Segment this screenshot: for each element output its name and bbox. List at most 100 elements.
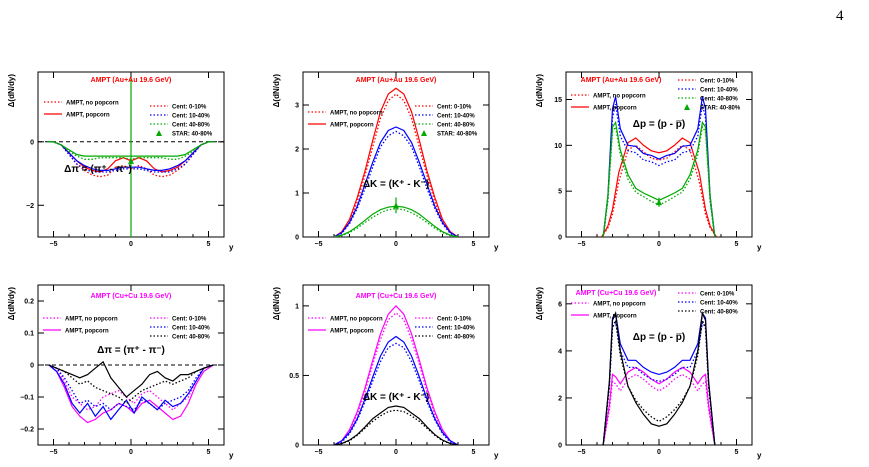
- panel-annotation: Δp = (p - p̅): [633, 332, 685, 343]
- x-tick-label: −5: [50, 449, 58, 456]
- legend-model-1: AMPT, no popcorn: [330, 111, 383, 117]
- y-tick-label: 10: [554, 143, 562, 150]
- x-axis-label: y: [494, 451, 499, 460]
- legend-cent-1: Cent: 0-10%: [700, 79, 735, 85]
- legend-swatch-star: [684, 104, 690, 110]
- y-tick-label: 2: [295, 147, 299, 154]
- y-tick-label: −0.1: [20, 395, 34, 402]
- page-number: 4: [836, 8, 844, 24]
- legend-model-2: AMPT, popcorn: [593, 314, 637, 320]
- series-cent-40-80: [48, 364, 214, 405]
- panel-annotation: Δπ = (π⁺ - π⁻): [64, 164, 132, 175]
- legend-model-2: AMPT, popcorn: [593, 106, 637, 112]
- x-tick-label: 0: [129, 241, 133, 248]
- legend-model-2: AMPT, popcorn: [330, 329, 374, 335]
- legend-cent-3: Cent: 40-80%: [172, 123, 210, 129]
- y-axis-label: Δ(dN/dy): [7, 74, 16, 108]
- x-tick-label: 5: [472, 449, 476, 456]
- legend-model-2: AMPT, popcorn: [330, 123, 374, 129]
- panel-annotation: Δp = (p - p̅): [633, 119, 685, 130]
- legend-swatch-star: [421, 130, 427, 136]
- y-tick-label: 0: [295, 443, 299, 450]
- x-tick-label: 0: [657, 449, 661, 456]
- y-tick-label: 0: [295, 235, 299, 242]
- y-axis-label: Δ(dN/dy): [272, 287, 281, 321]
- y-axis-label: Δ(dN/dy): [535, 74, 544, 108]
- series-cent-10-40-popcorn: [48, 364, 214, 421]
- star-point: [656, 199, 662, 206]
- legend-cent-1: Cent: 0-10%: [172, 317, 207, 323]
- legend-model-1: AMPT, no popcorn: [65, 317, 118, 323]
- series-cent-40-80-popcorn: [333, 405, 459, 445]
- legend-cent-3: Cent: 40-80%: [700, 97, 738, 103]
- series-cent-0-10-popcorn: [333, 305, 459, 445]
- legend-cent-2: Cent: 10-40%: [172, 326, 210, 332]
- legend-cent-3: Cent: 40-80%: [172, 335, 210, 341]
- legend-model-2: AMPT, popcorn: [65, 329, 109, 335]
- panel-title: AMPT (Au+Au 19.6 GeV): [581, 77, 662, 84]
- y-axis-label: Δ(dN/dy): [272, 74, 281, 108]
- x-tick-label: 5: [472, 241, 476, 248]
- panel-title: AMPT (Cu+Cu 19.6 GeV): [91, 293, 172, 300]
- y-tick-label: 0.5: [289, 373, 299, 380]
- x-axis-label: y: [757, 243, 762, 252]
- series-cent-10-40: [333, 130, 459, 237]
- y-axis-label: Δ(dN/dy): [7, 287, 16, 321]
- series-cent-40-80: [333, 208, 459, 237]
- panel-annotation: ΔK = (K⁺ - K⁻): [363, 392, 429, 403]
- legend-model-1: AMPT, no popcorn: [330, 317, 383, 323]
- legend-model-1: AMPT, no popcorn: [66, 101, 119, 107]
- series-cent-40-80: [602, 125, 716, 237]
- y-axis-label: Δ(dN/dy): [535, 287, 544, 321]
- series-cent-40-80-popcorn: [48, 360, 214, 398]
- x-tick-label: 0: [394, 241, 398, 248]
- x-axis-label: y: [229, 451, 234, 460]
- legend-cent-4: STAR: 40-80%: [700, 106, 741, 112]
- series-cent-0-10-popcorn: [601, 137, 717, 237]
- legend-cent-4: STAR: 40-80%: [437, 132, 478, 138]
- y-tick-label: 4: [558, 348, 562, 355]
- legend-cent-1: Cent: 0-10%: [437, 105, 472, 111]
- series-cent-0-10: [601, 144, 717, 237]
- series-cent-10-40-popcorn: [333, 126, 459, 237]
- y-tick-label: −0.2: [20, 427, 34, 434]
- y-tick-label: 0: [558, 443, 562, 450]
- x-tick-label: 0: [394, 449, 398, 456]
- panel-annotation: Δπ = (π⁺ - π⁻): [97, 345, 165, 356]
- y-tick-label: 0.1: [24, 331, 34, 338]
- series-cent-0-10-popcorn: [602, 366, 716, 445]
- x-tick-label: 5: [207, 449, 211, 456]
- legend-swatch-star: [156, 130, 162, 136]
- legend-cent-2: Cent: 10-40%: [700, 88, 738, 94]
- x-tick-label: −5: [315, 241, 323, 248]
- x-axis-label: y: [494, 243, 499, 252]
- panel-1: −5 0 5 −2 0 y Δ(dN/dy) AMPT (Au+Au 19.6 GeV) AMP…: [7, 71, 234, 252]
- panel-title: AMPT (Au+Au 19.6 GeV): [356, 77, 437, 84]
- x-tick-label: 5: [207, 241, 211, 248]
- y-tick-label: −2: [26, 203, 34, 210]
- star-point: [393, 202, 399, 209]
- panel-3: −5 0 5 0 5 10 15 y Δ(dN/dy) AMPT (Au+Au 19.6 GeV)…: [535, 71, 762, 252]
- legend-model-2: AMPT, popcorn: [66, 113, 110, 119]
- y-tick-label: 1: [295, 191, 299, 198]
- legend-cent-2: Cent: 10-40%: [172, 114, 210, 120]
- x-tick-label: −5: [578, 449, 586, 456]
- x-tick-label: 0: [129, 449, 133, 456]
- series-cent-0-10-popcorn: [48, 364, 214, 424]
- y-tick-label: 0.2: [24, 299, 34, 306]
- series-cent-10-40: [333, 342, 459, 445]
- legend-cent-2: Cent: 10-40%: [700, 301, 738, 307]
- panel-title: AMPT (Cu+Cu 19.6 GeV): [356, 293, 437, 300]
- star-point: [128, 157, 134, 164]
- series-cent-0-10-popcorn: [333, 87, 459, 237]
- panel-6: −5 0 5 0 2 4 6 y Δ(dN/dy) AMPT (Cu+Cu 19.6 GeV) AM…: [535, 284, 762, 460]
- legend-cent-3: Cent: 40-80%: [700, 310, 738, 316]
- panel-title: AMPT (Au+Au 19.6 GeV): [91, 77, 172, 84]
- x-tick-label: 5: [735, 241, 739, 248]
- series-cent-40-80-popcorn: [602, 310, 716, 445]
- x-tick-label: 5: [735, 449, 739, 456]
- y-tick-label: 6: [558, 301, 562, 308]
- x-tick-label: 0: [657, 241, 661, 248]
- series-cent-10-40-popcorn: [602, 96, 716, 237]
